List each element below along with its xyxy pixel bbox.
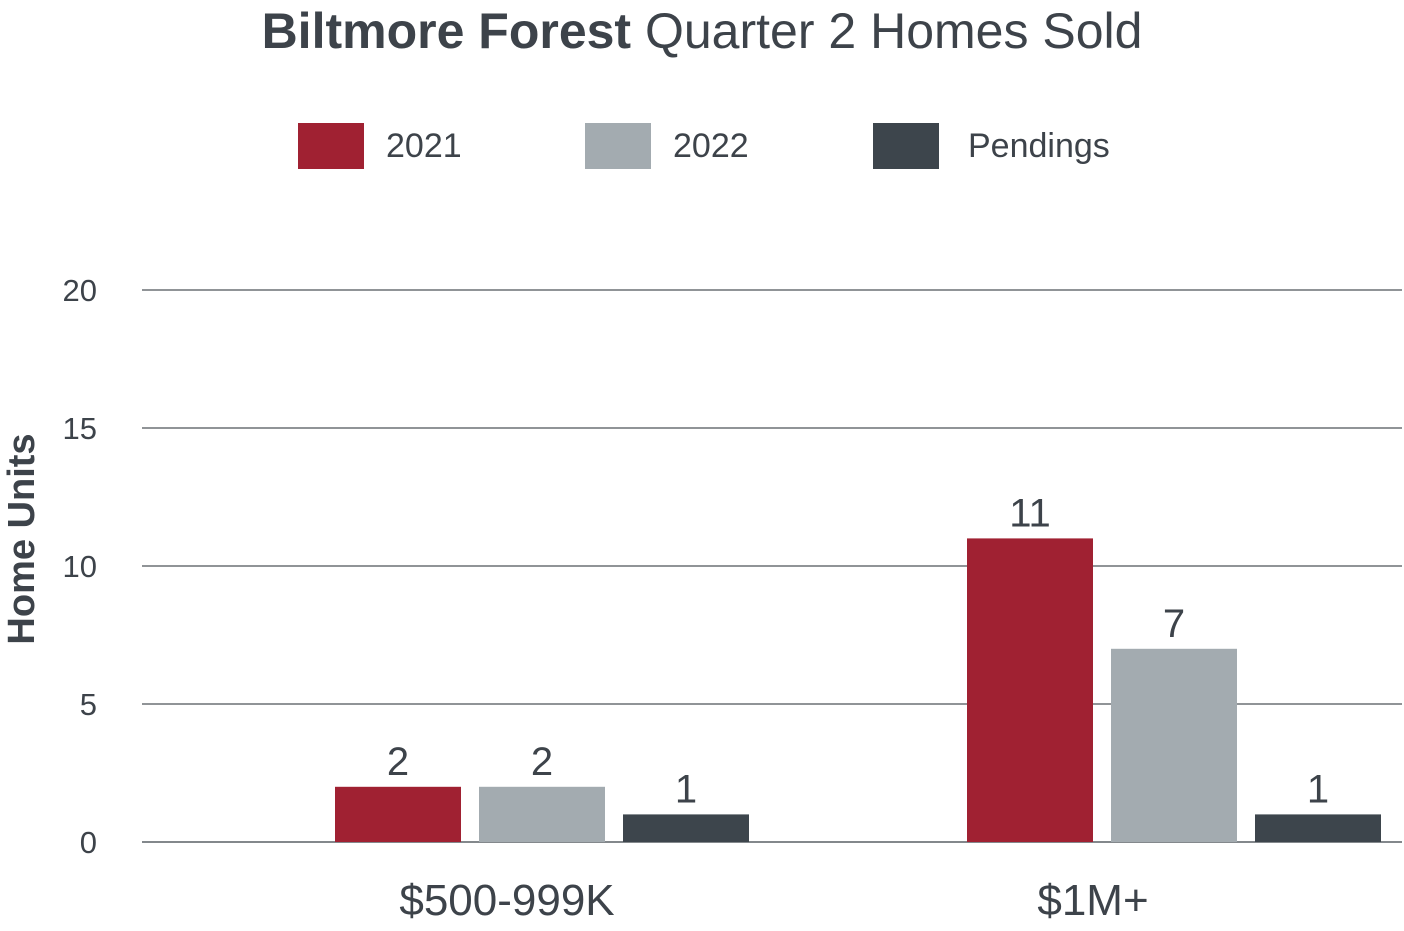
y-axis-ticks: 0 5 10 15 20 [63, 273, 97, 860]
legend-swatch-pendings [873, 123, 939, 169]
legend-label-pendings: Pendings [968, 126, 1110, 165]
y-tick-label-15: 15 [63, 411, 97, 446]
x-category-label-2: $1M+ [1037, 876, 1148, 925]
bar-group1-series3 [623, 814, 749, 842]
data-label-group2-series3: 1 [1307, 767, 1329, 811]
legend-swatch-2022 [585, 123, 651, 169]
bar-group2-series3 [1255, 814, 1381, 842]
legend-item-pendings: Pendings [873, 122, 1110, 170]
x-category-label-1: $500-999K [399, 876, 614, 925]
y-tick-label-5: 5 [80, 687, 97, 722]
legend: 2021 2022 Pendings [0, 122, 1404, 170]
y-tick-label-10: 10 [63, 549, 97, 584]
y-tick-label-20: 20 [63, 273, 97, 308]
bar-group1-series1 [335, 786, 461, 842]
y-axis-label: Home Units [1, 433, 43, 644]
data-label-group1-series2: 2 [531, 740, 553, 784]
bar-group2-series2 [1111, 648, 1237, 842]
chart-title-bold: Biltmore Forest [261, 3, 632, 59]
data-label-group1-series3: 1 [675, 767, 697, 811]
data-label-group2-series2: 7 [1163, 602, 1185, 646]
data-label-group2-series1: 11 [1009, 491, 1051, 535]
bar-group2-series1 [967, 538, 1093, 842]
legend-label-2021: 2021 [386, 126, 462, 165]
legend-label-2022: 2022 [673, 126, 749, 165]
bar-group1-series2 [479, 786, 605, 842]
legend-swatch-2021 [298, 123, 364, 169]
legend-item-2022: 2022 [585, 122, 749, 170]
bars [335, 538, 1381, 842]
x-axis-categories: $500-999K $1M+ [399, 876, 1148, 925]
chart-title-rest: Quarter 2 Homes Sold [631, 3, 1143, 59]
y-tick-label-0: 0 [80, 825, 97, 860]
legend-item-2021: 2021 [298, 122, 462, 170]
data-label-group1-series1: 2 [387, 740, 409, 784]
chart-title: Biltmore Forest Quarter 2 Homes Sold [0, 0, 1404, 62]
